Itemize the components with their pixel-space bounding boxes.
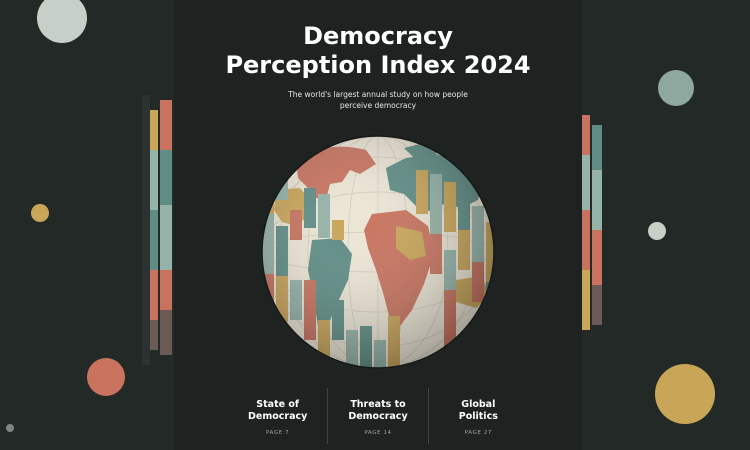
right-globe-slice [582, 115, 602, 330]
dot [37, 0, 87, 43]
section-state-of-democracy[interactable]: State of Democracy PAGE 7 [228, 388, 327, 444]
section-title: State of Democracy [248, 399, 308, 422]
section-title: Threats to Democracy [348, 399, 408, 422]
section-page: PAGE 27 [464, 430, 492, 436]
title-line-2: Perception Index 2024 [225, 51, 531, 79]
section-page: PAGE 14 [364, 430, 392, 436]
subtitle: The world's largest annual study on how … [288, 90, 468, 110]
dot [6, 424, 14, 432]
dot [31, 204, 49, 222]
page-title: Democracy Perception Index 2024 [174, 22, 582, 80]
dot [648, 222, 666, 240]
section-title: Global Politics [458, 399, 498, 422]
dot [655, 364, 715, 424]
section-global-politics[interactable]: Global Politics PAGE 27 [427, 388, 528, 444]
report-cover: Democracy Perception Index 2024 The worl… [174, 0, 582, 450]
title-line-1: Democracy [303, 22, 453, 50]
globe-illustration [261, 135, 495, 369]
dot [658, 70, 694, 106]
section-threats-to-democracy[interactable]: Threats to Democracy PAGE 14 [327, 388, 427, 444]
left-globe-slice [142, 95, 172, 365]
section-page: PAGE 7 [266, 430, 290, 436]
section-links: State of Democracy PAGE 7 Threats to Dem… [228, 388, 528, 444]
dot [87, 358, 125, 396]
